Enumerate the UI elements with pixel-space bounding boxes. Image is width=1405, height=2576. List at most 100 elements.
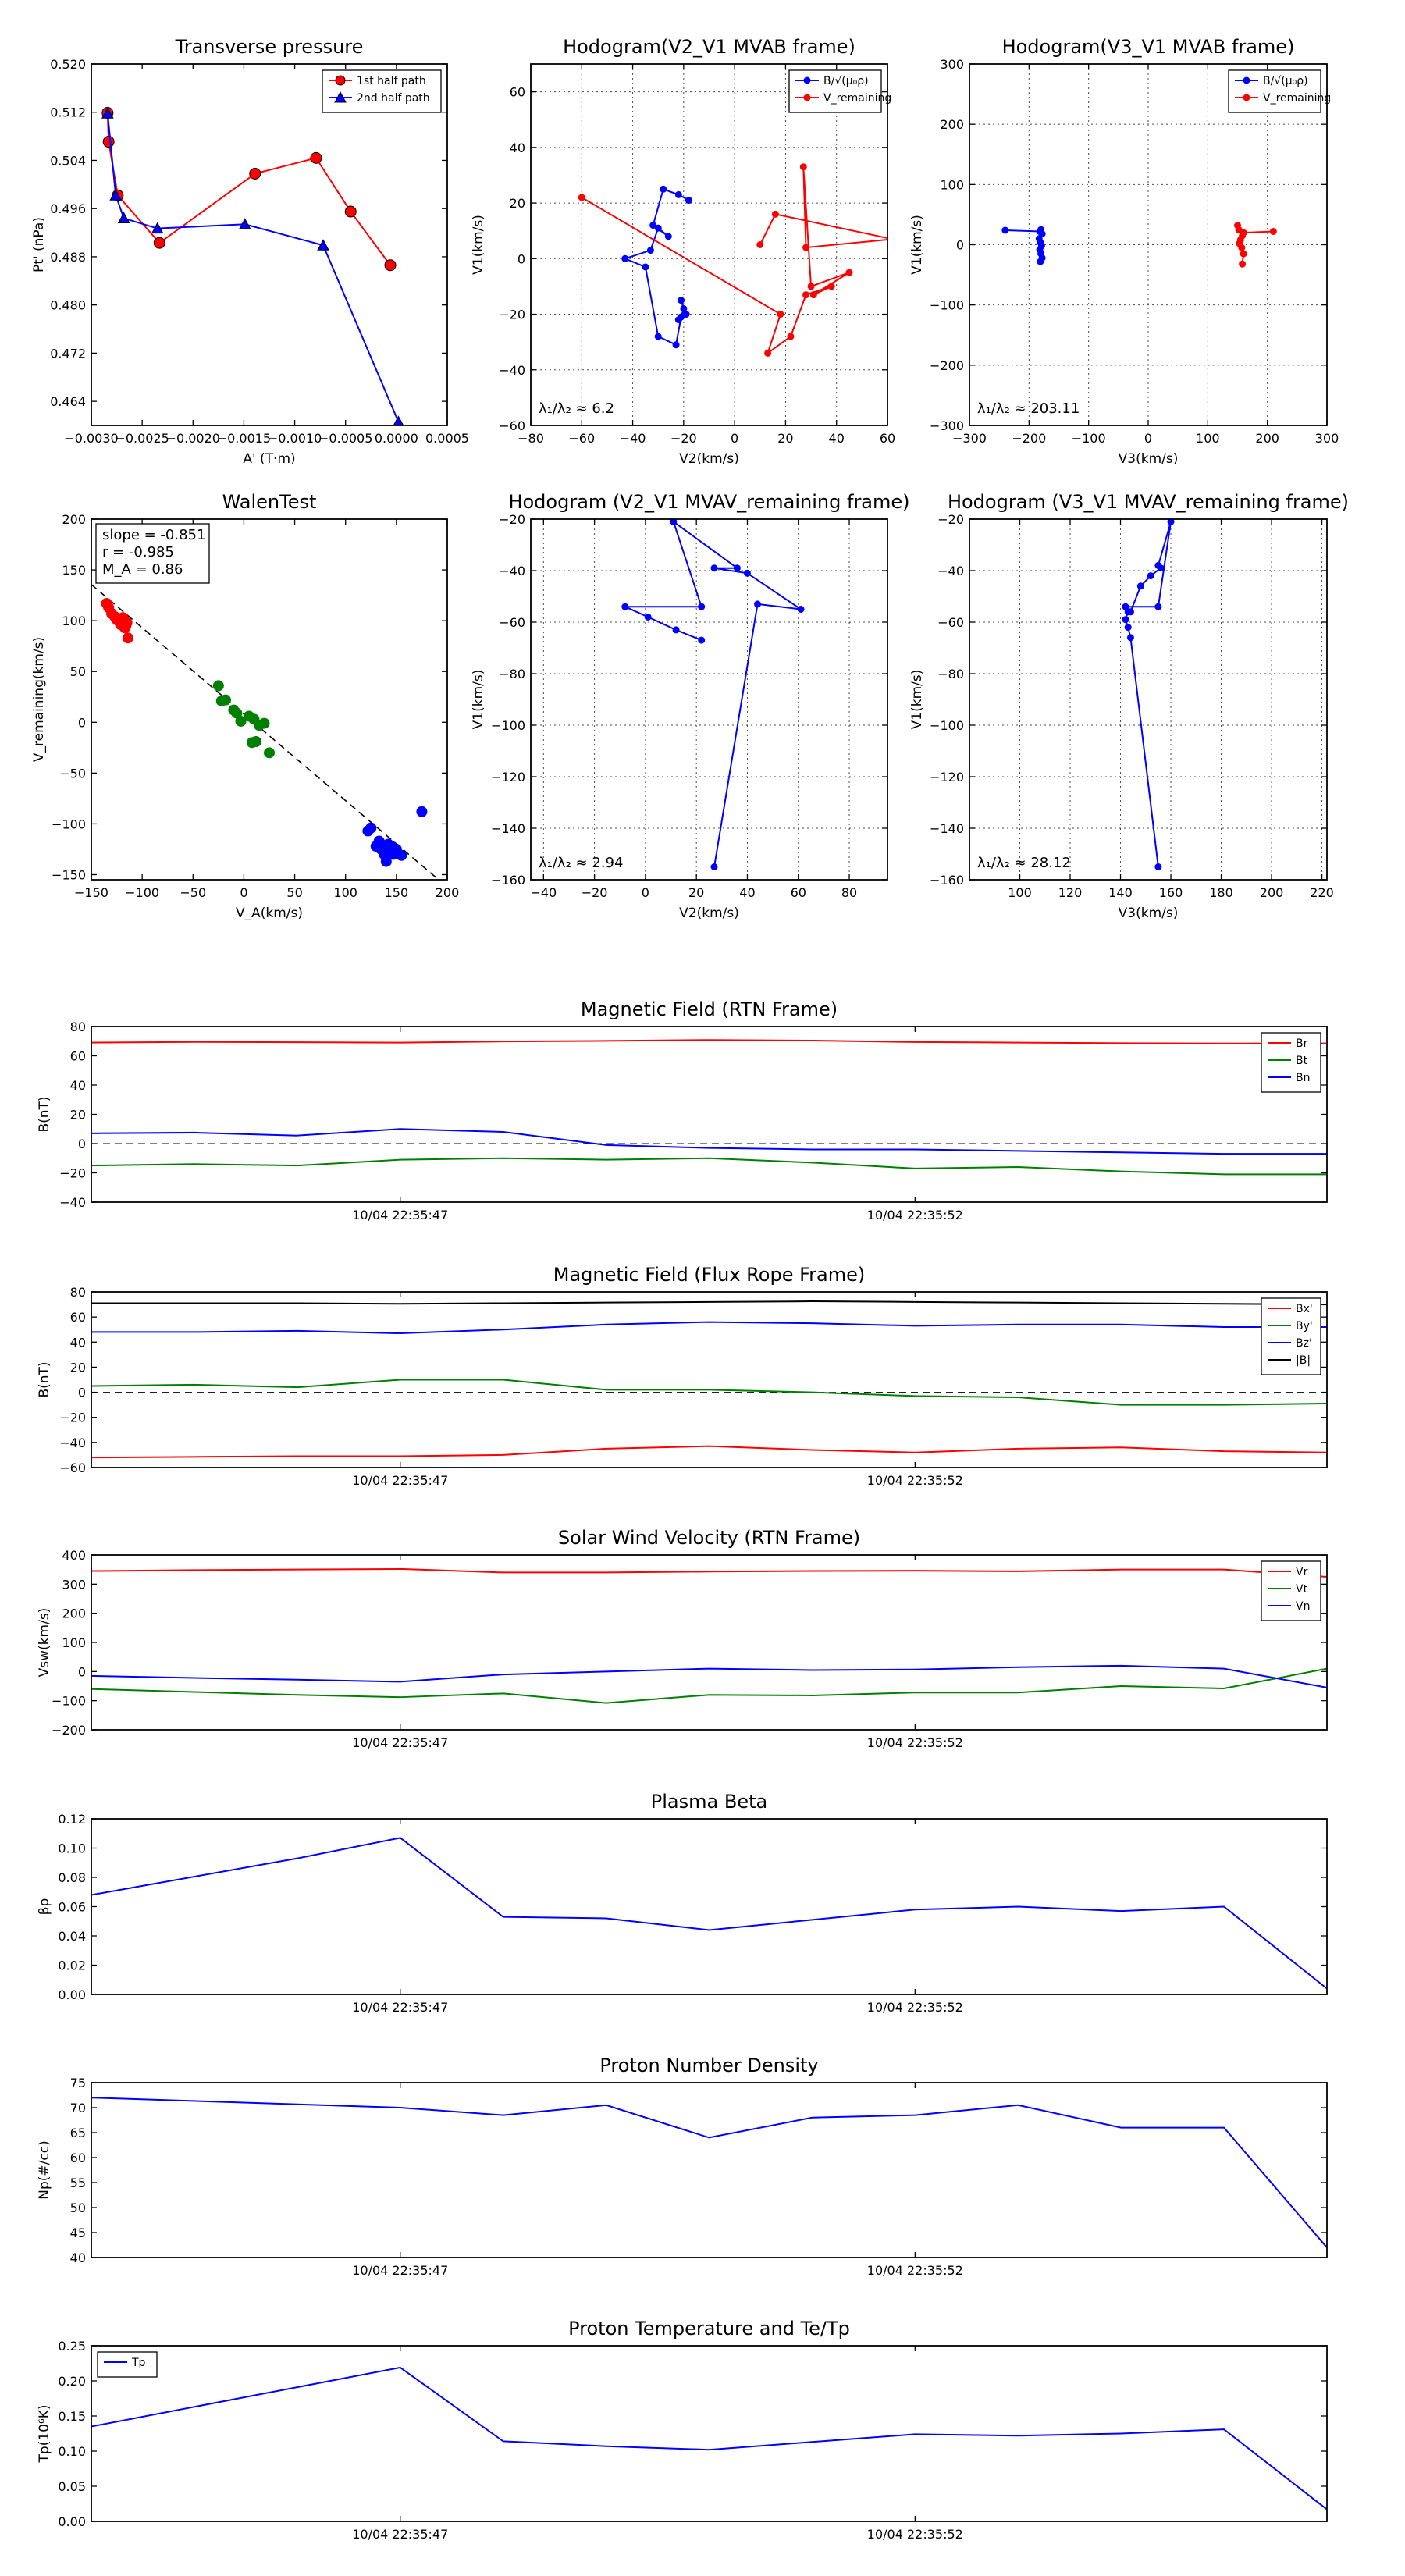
y-axis-label: V1(km/s) bbox=[909, 215, 925, 275]
data-point bbox=[1240, 250, 1247, 258]
legend-label: Br bbox=[1296, 1037, 1308, 1050]
data-point bbox=[654, 333, 662, 340]
y-tick-label: 300 bbox=[940, 57, 964, 72]
x-tick-label: 300 bbox=[1315, 431, 1339, 446]
x-tick-label: 160 bbox=[1159, 885, 1183, 900]
y-tick-label: −120 bbox=[491, 770, 525, 785]
data-point bbox=[384, 259, 397, 272]
x-axis-label: V2(km/s) bbox=[679, 906, 739, 921]
y-tick-label: 0.504 bbox=[50, 153, 86, 168]
data-point bbox=[1037, 258, 1044, 265]
data-point bbox=[799, 163, 807, 171]
y-tick-label: 150 bbox=[62, 563, 86, 578]
plot-frame bbox=[530, 63, 888, 426]
data-point bbox=[122, 632, 133, 644]
y-tick-label: −100 bbox=[930, 718, 964, 733]
y-tick-label: 100 bbox=[62, 614, 86, 628]
y-tick-label: −20 bbox=[59, 1166, 86, 1181]
series-line-|B| bbox=[91, 1300, 1327, 1306]
plot-area bbox=[91, 1300, 1327, 1459]
chart-title: Hodogram(V3_V1 MVAB frame) bbox=[1002, 36, 1295, 58]
y-tick-label: 80 bbox=[70, 1019, 86, 1034]
y-tick-label: 200 bbox=[940, 117, 964, 132]
y-tick-label: −20 bbox=[937, 512, 964, 527]
data-point bbox=[771, 210, 779, 218]
x-tick-label: 10/04 22:35:52 bbox=[867, 2000, 963, 2015]
data-point bbox=[682, 311, 690, 318]
x-tick-label: 10/04 22:35:47 bbox=[352, 1735, 448, 1750]
series-line-Bn bbox=[91, 1128, 1327, 1155]
plot-area bbox=[91, 584, 440, 880]
data-point bbox=[393, 415, 404, 425]
y-tick-label: 0.496 bbox=[50, 201, 86, 216]
y-tick-label: 60 bbox=[70, 2151, 86, 2165]
y-tick-label: 75 bbox=[70, 2076, 86, 2090]
data-point bbox=[235, 715, 247, 727]
y-tick-label: 0.10 bbox=[58, 1841, 86, 1856]
data-point bbox=[777, 311, 784, 318]
series-line-Np bbox=[91, 2097, 1327, 2248]
data-point bbox=[251, 736, 262, 748]
y-tick-label: −60 bbox=[499, 615, 525, 630]
y-tick-label: 0 bbox=[78, 1664, 86, 1679]
y-axis-label: B(nT) bbox=[37, 1361, 52, 1397]
plot-frame bbox=[91, 1818, 1328, 1995]
x-axis-label: A' (T·m) bbox=[243, 451, 295, 467]
y-tick-label: 0.10 bbox=[58, 2444, 86, 2459]
y-tick-label: 20 bbox=[70, 1360, 86, 1375]
data-point bbox=[756, 241, 764, 248]
y-tick-label: 200 bbox=[62, 512, 86, 527]
x-tick-label: −150 bbox=[74, 885, 108, 900]
series-line-B/√(μ₀ρ) bbox=[622, 187, 689, 347]
y-tick-label: −100 bbox=[930, 298, 964, 313]
x-tick-label: 60 bbox=[791, 885, 806, 900]
data-point bbox=[1124, 624, 1132, 632]
data-point bbox=[416, 806, 428, 817]
data-point bbox=[743, 569, 751, 577]
stats-line: M_A = 0.86 bbox=[102, 561, 183, 578]
y-tick-label: 55 bbox=[70, 2176, 86, 2190]
data-point bbox=[621, 603, 629, 610]
legend-label: Bn bbox=[1296, 1072, 1310, 1084]
legend-label: By' bbox=[1296, 1320, 1313, 1332]
x-tick-label: −0.0030 bbox=[64, 431, 118, 446]
x-tick-label: −100 bbox=[125, 885, 159, 900]
plot-area bbox=[101, 107, 404, 425]
legend-marker bbox=[335, 75, 346, 86]
y-tick-label: 40 bbox=[510, 141, 525, 155]
plot-frame bbox=[91, 63, 448, 426]
y-tick-label: −40 bbox=[499, 363, 525, 378]
data-point bbox=[317, 239, 329, 251]
series-line-Br bbox=[91, 1039, 1327, 1044]
panel-magnetic_field_flux_rope: Magnetic Field (Flux Rope Frame) 10/04 22… bbox=[37, 1264, 1328, 1488]
y-tick-label: 80 bbox=[70, 1285, 86, 1300]
panel-magnetic_field_rtn: Magnetic Field (RTN Frame) 10/04 22:35:47… bbox=[37, 998, 1328, 1222]
data-point bbox=[1167, 519, 1175, 525]
x-tick-label: −20 bbox=[582, 885, 608, 900]
data-point bbox=[644, 613, 652, 621]
x-tick-label: 200 bbox=[1255, 431, 1279, 446]
legend-marker bbox=[1243, 94, 1250, 101]
x-tick-label: 80 bbox=[841, 885, 857, 900]
data-point bbox=[890, 236, 896, 242]
series-line-Bt bbox=[91, 1157, 1327, 1176]
x-tick-label: −80 bbox=[518, 431, 544, 446]
legend-label: B/√(μ₀ρ) bbox=[1263, 75, 1308, 87]
x-tick-label: 20 bbox=[688, 885, 704, 900]
data-point bbox=[809, 291, 817, 299]
x-tick-label: 10/04 22:35:47 bbox=[352, 2527, 448, 2542]
chart-title: Plasma Beta bbox=[651, 1791, 767, 1813]
y-tick-label: 40 bbox=[70, 2250, 86, 2265]
x-tick-label: 100 bbox=[1008, 885, 1032, 900]
data-point bbox=[797, 606, 805, 613]
panel-hodogram_v2_v1_mvav: Hodogram (V2_V1 MVAV_remaining frame) −40… bbox=[471, 491, 910, 921]
y-axis-label: V_remaining(km/s) bbox=[31, 637, 47, 762]
panel-proton_temperature: Proton Temperature and Te/Tp 10/04 22:35:… bbox=[37, 2318, 1328, 2542]
legend-marker bbox=[803, 94, 811, 101]
x-tick-label: 100 bbox=[333, 885, 357, 900]
y-tick-label: −60 bbox=[937, 615, 964, 630]
y-tick-label: 100 bbox=[940, 177, 964, 192]
data-point bbox=[249, 167, 261, 180]
chart-title: Solar Wind Velocity (RTN Frame) bbox=[558, 1527, 860, 1549]
x-tick-label: −100 bbox=[1072, 431, 1106, 446]
